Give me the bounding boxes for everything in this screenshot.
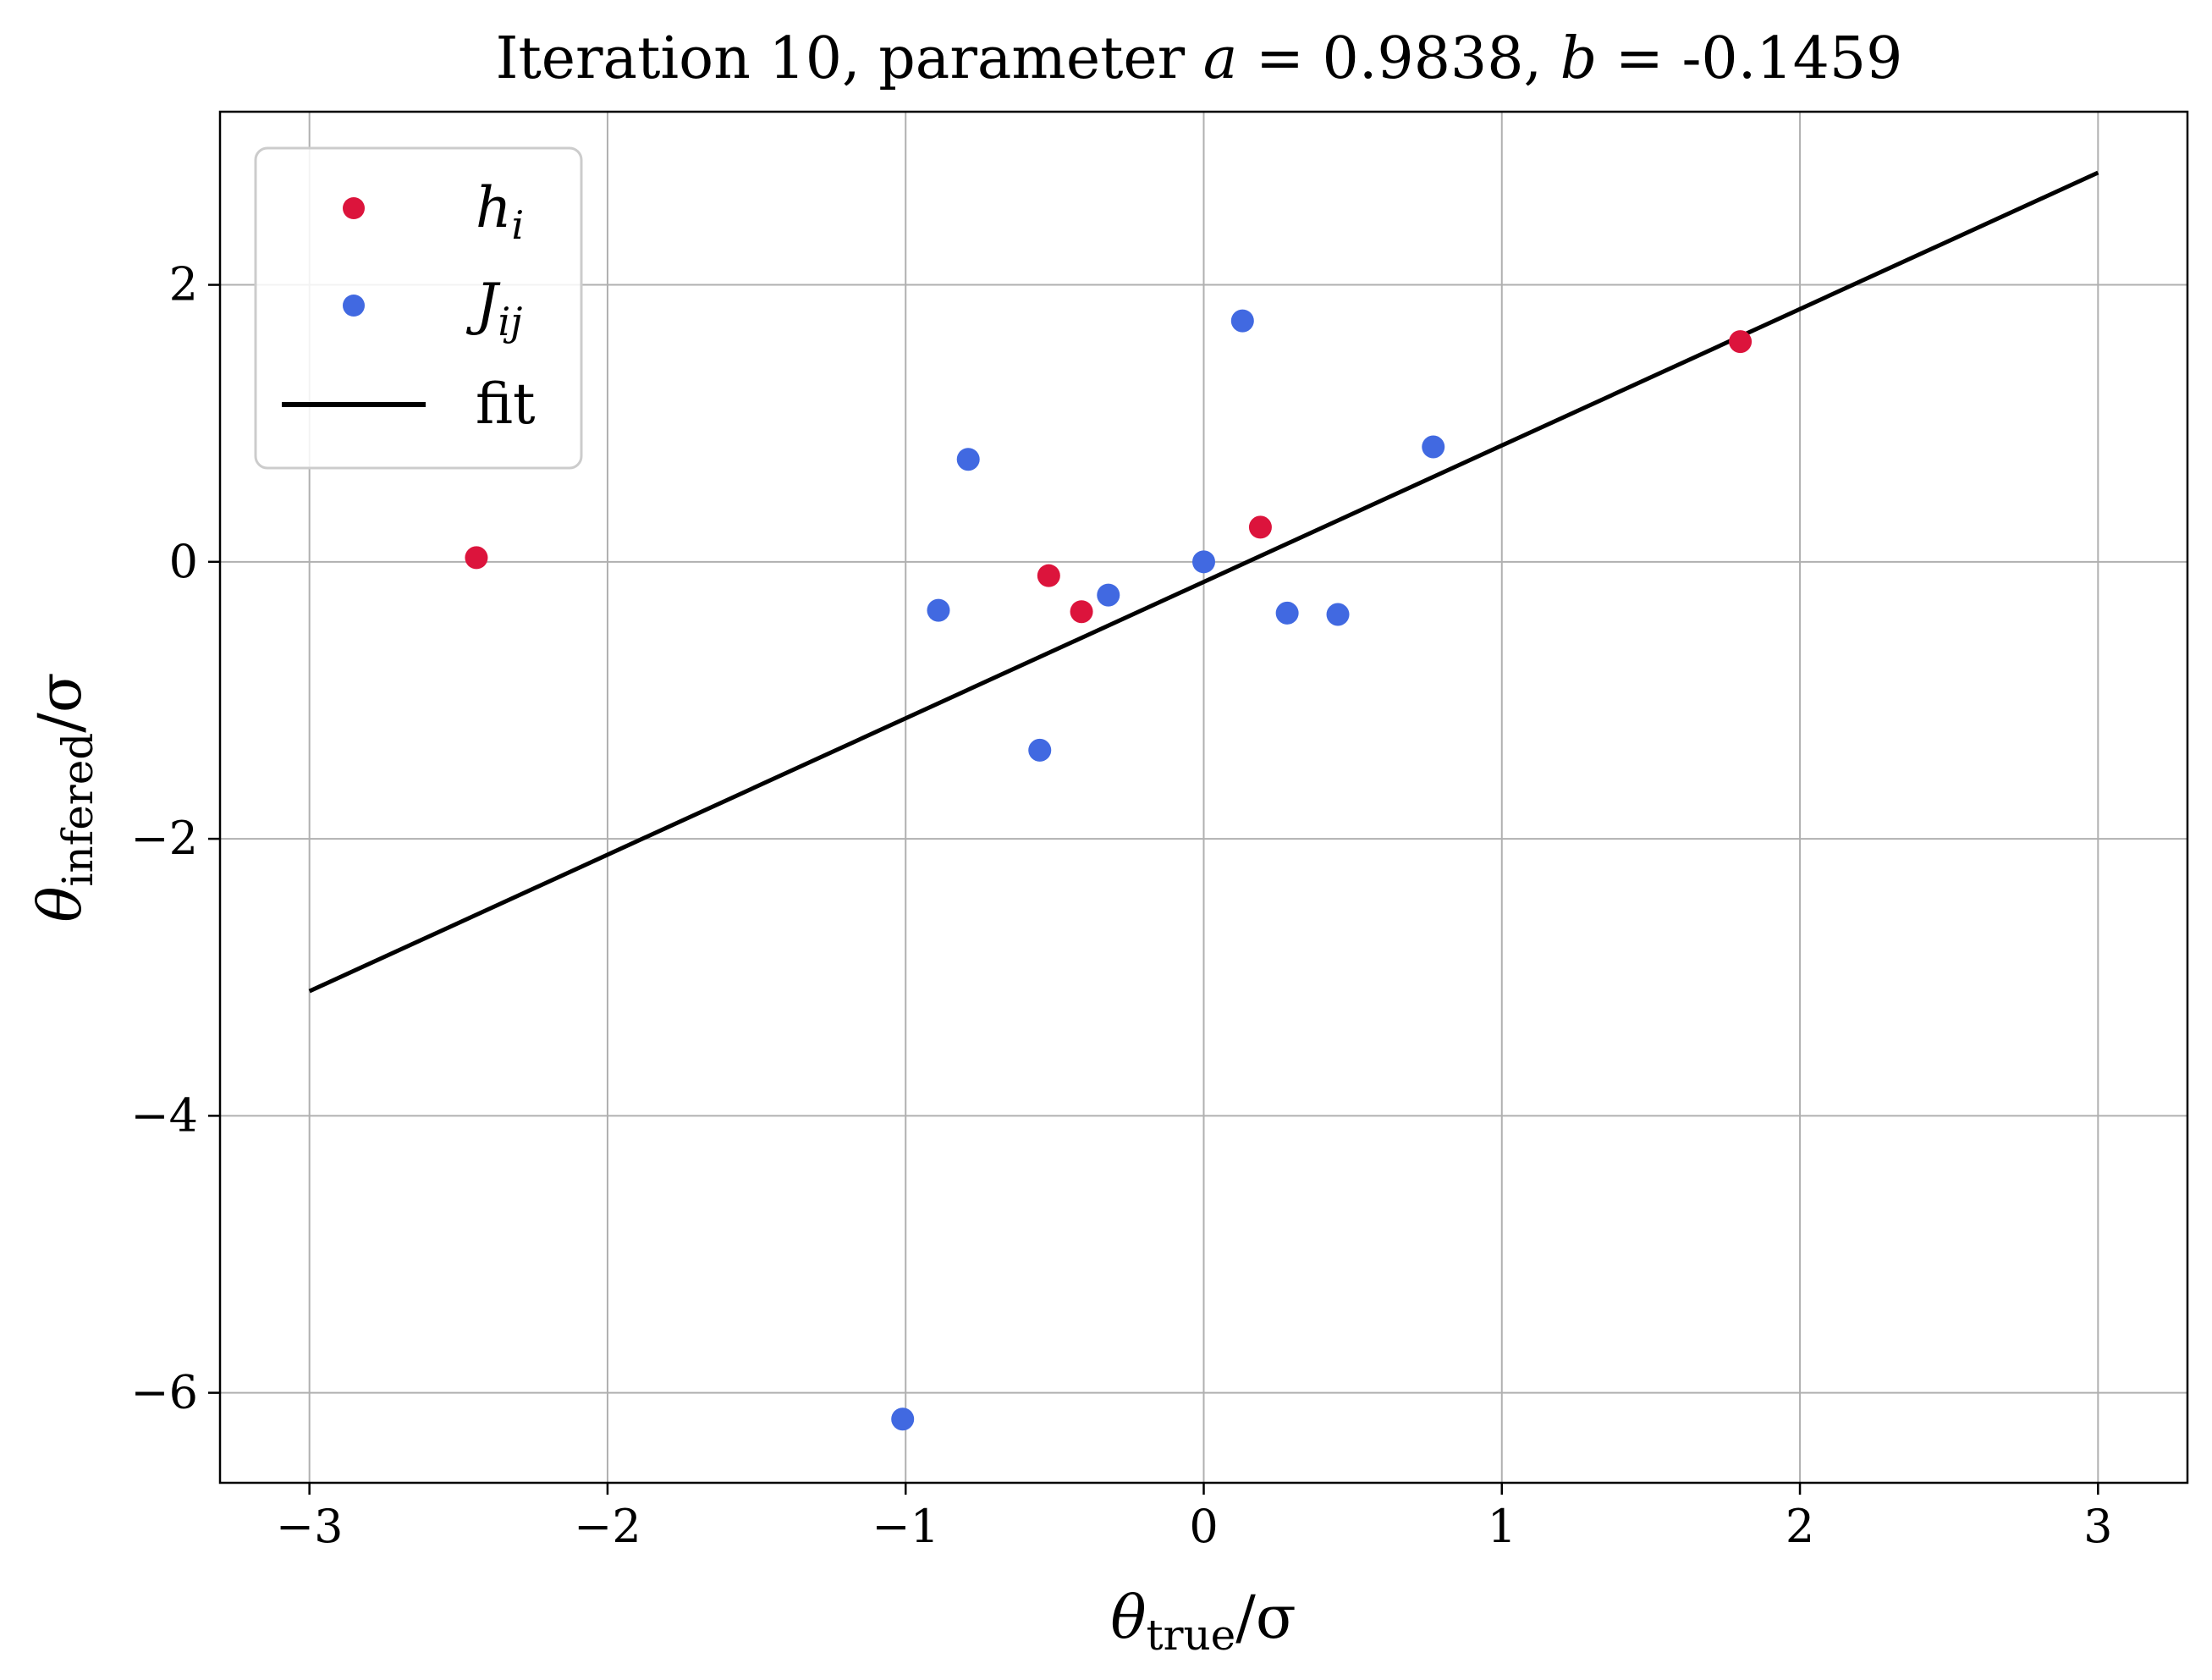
legend-j-marker: [343, 295, 365, 317]
y-tick-label: 2: [169, 258, 198, 311]
j-point: [1422, 435, 1445, 459]
j-point: [927, 598, 950, 622]
h-point: [1070, 600, 1093, 624]
legend-fit-label: fit: [476, 372, 536, 437]
x-axis-ticks: −3 −2 −1 0 1 2 3: [276, 1483, 2112, 1553]
x-tick-label: 0: [1189, 1500, 1218, 1553]
y-axis-label-subscript: infered: [53, 733, 102, 887]
legend-h-label: hi: [476, 175, 524, 248]
x-tick-label: −3: [276, 1500, 344, 1553]
y-axis-ticks: −6 −4 −2 0 2: [130, 258, 220, 1419]
h-point: [1729, 330, 1753, 354]
j-point: [1230, 309, 1254, 333]
y-tick-label: 0: [169, 535, 198, 588]
legend-box: [254, 146, 583, 470]
title-b-value: = -0.1459: [1597, 25, 1902, 92]
h-point: [1248, 515, 1272, 539]
legend: hi Jij fit: [254, 146, 583, 470]
x-axis-label-subscript: true: [1146, 1611, 1235, 1660]
x-tick-label: −1: [872, 1500, 939, 1553]
title-a-value: = 0.9838,: [1237, 25, 1560, 92]
y-tick-label: −6: [130, 1366, 198, 1419]
x-tick-label: 1: [1488, 1500, 1516, 1553]
title-a-symbol: a: [1203, 25, 1238, 92]
y-axis-label-suffix: /σ: [25, 672, 95, 732]
y-axis-label-symbol: θ: [25, 887, 95, 923]
fit-line: [308, 170, 2099, 994]
x-axis-label: θtrue/σ: [1110, 1583, 1296, 1660]
legend-j-subscript: ij: [498, 299, 522, 344]
y-tick-label: −4: [130, 1088, 198, 1142]
title-prefix: Iteration 10, parameter: [496, 25, 1203, 92]
j-point: [891, 1407, 915, 1431]
h-point: [465, 546, 488, 570]
fit-layer: [308, 170, 2099, 994]
x-axis-label-suffix: /σ: [1235, 1583, 1296, 1652]
j-point: [1326, 603, 1350, 626]
y-tick-label: −2: [130, 812, 198, 865]
x-tick-label: 2: [1786, 1500, 1814, 1553]
j-point: [956, 448, 980, 471]
legend-h-marker: [343, 197, 365, 219]
title-b-symbol: b: [1560, 25, 1598, 92]
chart-title: Iteration 10, parameter a = 0.9838, b = …: [496, 25, 1903, 92]
j-point: [1275, 601, 1299, 625]
x-tick-label: 3: [2083, 1500, 2112, 1553]
legend-h-subscript: i: [512, 202, 525, 248]
j-point: [1028, 738, 1052, 762]
j-point: [1097, 583, 1120, 607]
points-layer: [465, 309, 1753, 1431]
x-tick-label: −2: [574, 1500, 641, 1553]
h-point: [1037, 564, 1060, 587]
legend-h-symbol: h: [476, 175, 512, 240]
j-point: [1192, 550, 1215, 574]
y-axis-label: θinfered/σ: [25, 672, 102, 922]
x-axis-label-symbol: θ: [1110, 1583, 1146, 1652]
